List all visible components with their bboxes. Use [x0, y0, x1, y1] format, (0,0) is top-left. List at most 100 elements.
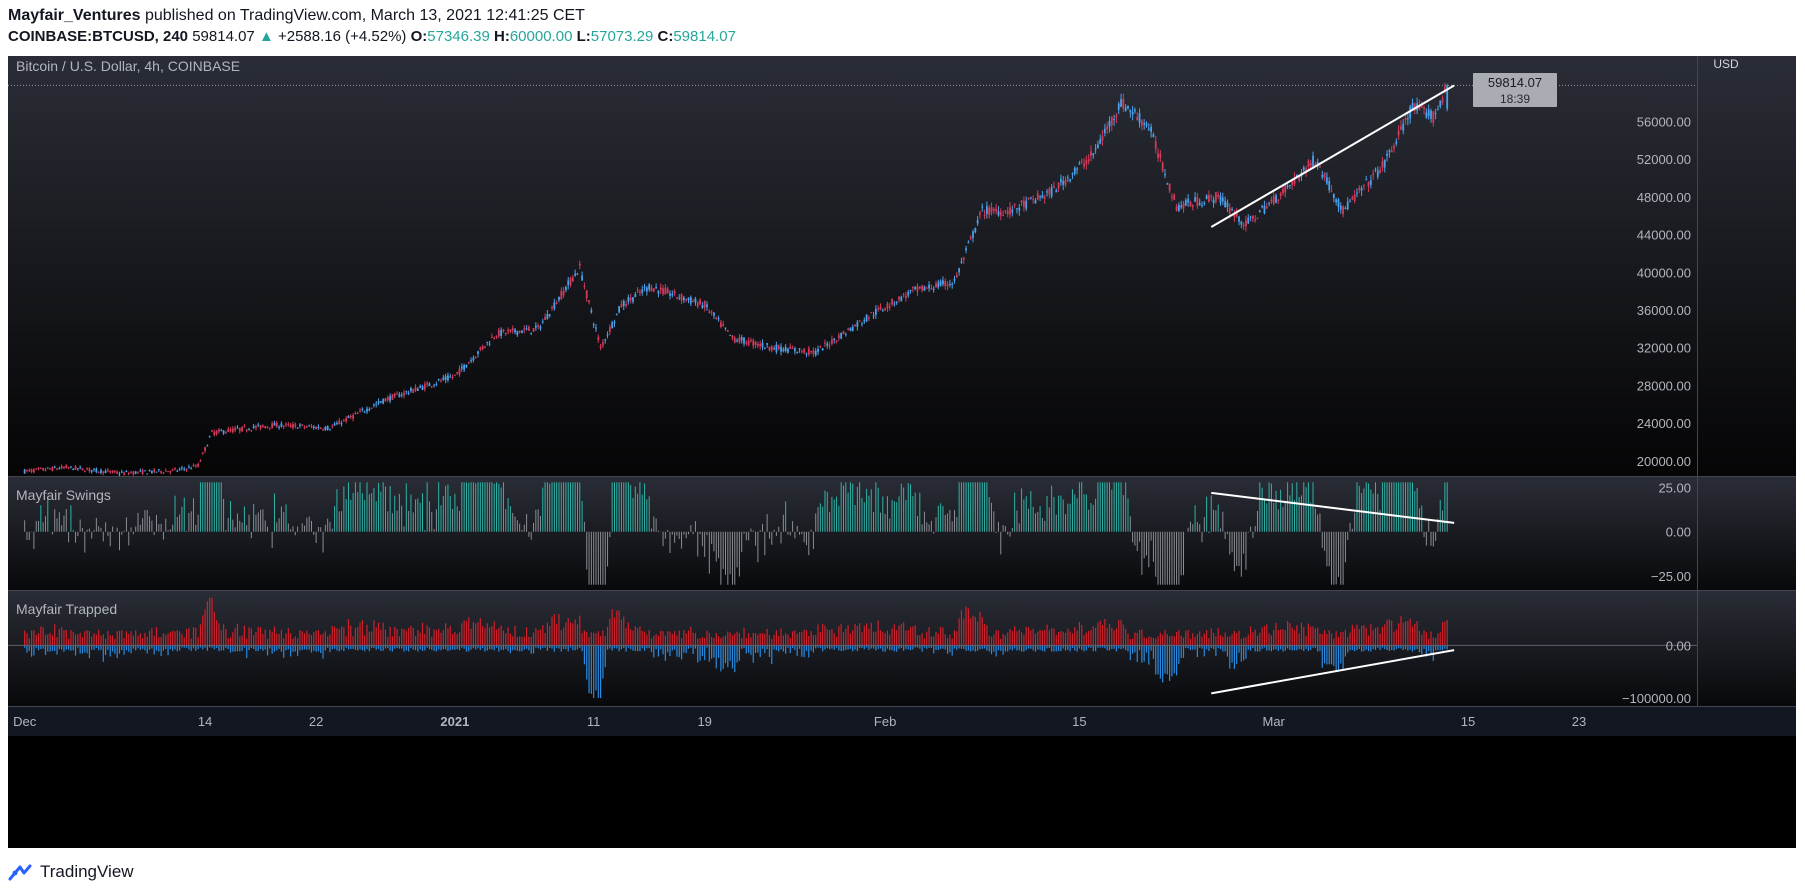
candle-body	[1412, 103, 1414, 109]
candle-body	[368, 409, 370, 410]
candle-body	[1338, 199, 1340, 206]
time-axis-tick: Mar	[1263, 714, 1286, 729]
candle-body	[556, 303, 558, 304]
candle-body	[863, 320, 865, 322]
time-axis-tick: 15	[1461, 714, 1475, 729]
candle-body	[324, 427, 326, 430]
candle-body	[764, 348, 766, 349]
candle-body	[477, 351, 479, 354]
swings-title: Mayfair Swings	[16, 487, 111, 503]
candle-body	[690, 297, 692, 303]
candle-body	[819, 346, 821, 347]
candle-body	[1393, 146, 1395, 149]
candle-body	[1273, 196, 1275, 204]
candle-body	[204, 447, 206, 451]
candle-body	[1358, 188, 1360, 190]
candle-body	[565, 287, 567, 290]
time-axis-tick: 11	[587, 714, 601, 729]
tradingview-logo-icon	[8, 863, 34, 881]
candle-body	[290, 425, 292, 427]
candle-body	[887, 304, 889, 309]
candle-body	[1384, 160, 1386, 168]
candle-body	[523, 328, 525, 330]
candle-body	[581, 275, 583, 280]
candle-body	[1398, 131, 1400, 136]
candle-body	[1127, 106, 1129, 109]
candle-body	[424, 384, 426, 389]
candle-body	[991, 207, 993, 212]
candle-body	[1173, 194, 1175, 199]
time-axis-tick: Dec	[13, 714, 37, 729]
candle-body	[593, 324, 595, 325]
candle-body	[412, 389, 414, 392]
candle-body	[1335, 199, 1337, 202]
candle-body	[431, 386, 433, 387]
candle-body	[660, 287, 662, 290]
candle-body	[530, 333, 532, 334]
candle-body	[671, 294, 673, 295]
candle-body	[392, 395, 394, 400]
candle-body	[375, 404, 377, 405]
candle-body	[713, 312, 715, 315]
time-axis-tick: Feb	[874, 714, 896, 729]
candle-body	[105, 471, 107, 473]
candle-body	[961, 261, 963, 262]
candle-body	[1312, 156, 1314, 167]
candle-body	[264, 426, 266, 428]
candle-body	[276, 423, 278, 427]
candle-body	[429, 384, 431, 387]
swings-pane-background	[8, 477, 1796, 590]
up-arrow-icon: ▲	[259, 28, 274, 45]
candle-body	[40, 468, 42, 469]
candle-body	[870, 312, 872, 313]
candle-body	[1002, 215, 1004, 216]
candle-body	[1081, 161, 1083, 162]
candle-body	[165, 471, 167, 472]
candle-body	[1178, 205, 1180, 211]
candle-body	[993, 209, 995, 211]
time-axis-tick: 22	[309, 714, 323, 729]
author-name[interactable]: Mayfair_Ventures	[8, 7, 141, 24]
candle-body	[734, 338, 736, 343]
candle-body	[921, 285, 923, 290]
price-pane-background	[8, 56, 1796, 476]
candle-body	[1141, 120, 1143, 125]
candle-body	[158, 469, 160, 470]
candle-body	[956, 275, 958, 277]
candle-body	[1048, 189, 1050, 194]
candle-body	[200, 461, 202, 462]
candle-body	[352, 415, 354, 419]
candle-body	[246, 430, 248, 431]
candle-body	[167, 471, 169, 472]
candle-body	[172, 469, 174, 470]
candle-body	[1000, 212, 1002, 216]
candle-body	[1356, 193, 1358, 194]
price-axis-tick: 40000.00	[1637, 265, 1691, 280]
candle-body	[1157, 153, 1159, 158]
candle-body	[1076, 169, 1078, 170]
candle-body	[563, 291, 565, 296]
candle-body	[736, 340, 738, 341]
candle-body	[648, 284, 650, 289]
candle-body	[149, 470, 151, 471]
currency-label[interactable]: USD	[1713, 57, 1739, 71]
candle-body	[1190, 201, 1192, 206]
chart-svg[interactable]: 20000.00 24000.00 28000.00 32000.00 36000.00…	[8, 56, 1796, 848]
candle-body	[817, 349, 819, 352]
tradingview-footer[interactable]: TradingView	[8, 858, 134, 886]
candle-body	[697, 303, 699, 307]
candle-body	[299, 425, 301, 426]
candle-body	[241, 427, 243, 432]
candle-body	[1097, 145, 1099, 149]
candle-body	[1060, 179, 1062, 182]
candle-body	[1085, 160, 1087, 164]
candle-body	[70, 466, 72, 467]
candle-body	[484, 346, 486, 347]
chart-panel[interactable]: 20000.00 24000.00 28000.00 32000.00 36000.00…	[8, 56, 1796, 848]
candle-body	[1310, 163, 1312, 166]
candle-body	[285, 424, 287, 425]
candle-body	[771, 347, 773, 351]
candle-body	[1104, 129, 1106, 133]
candle-body	[806, 354, 808, 355]
candle-body	[1400, 126, 1402, 129]
